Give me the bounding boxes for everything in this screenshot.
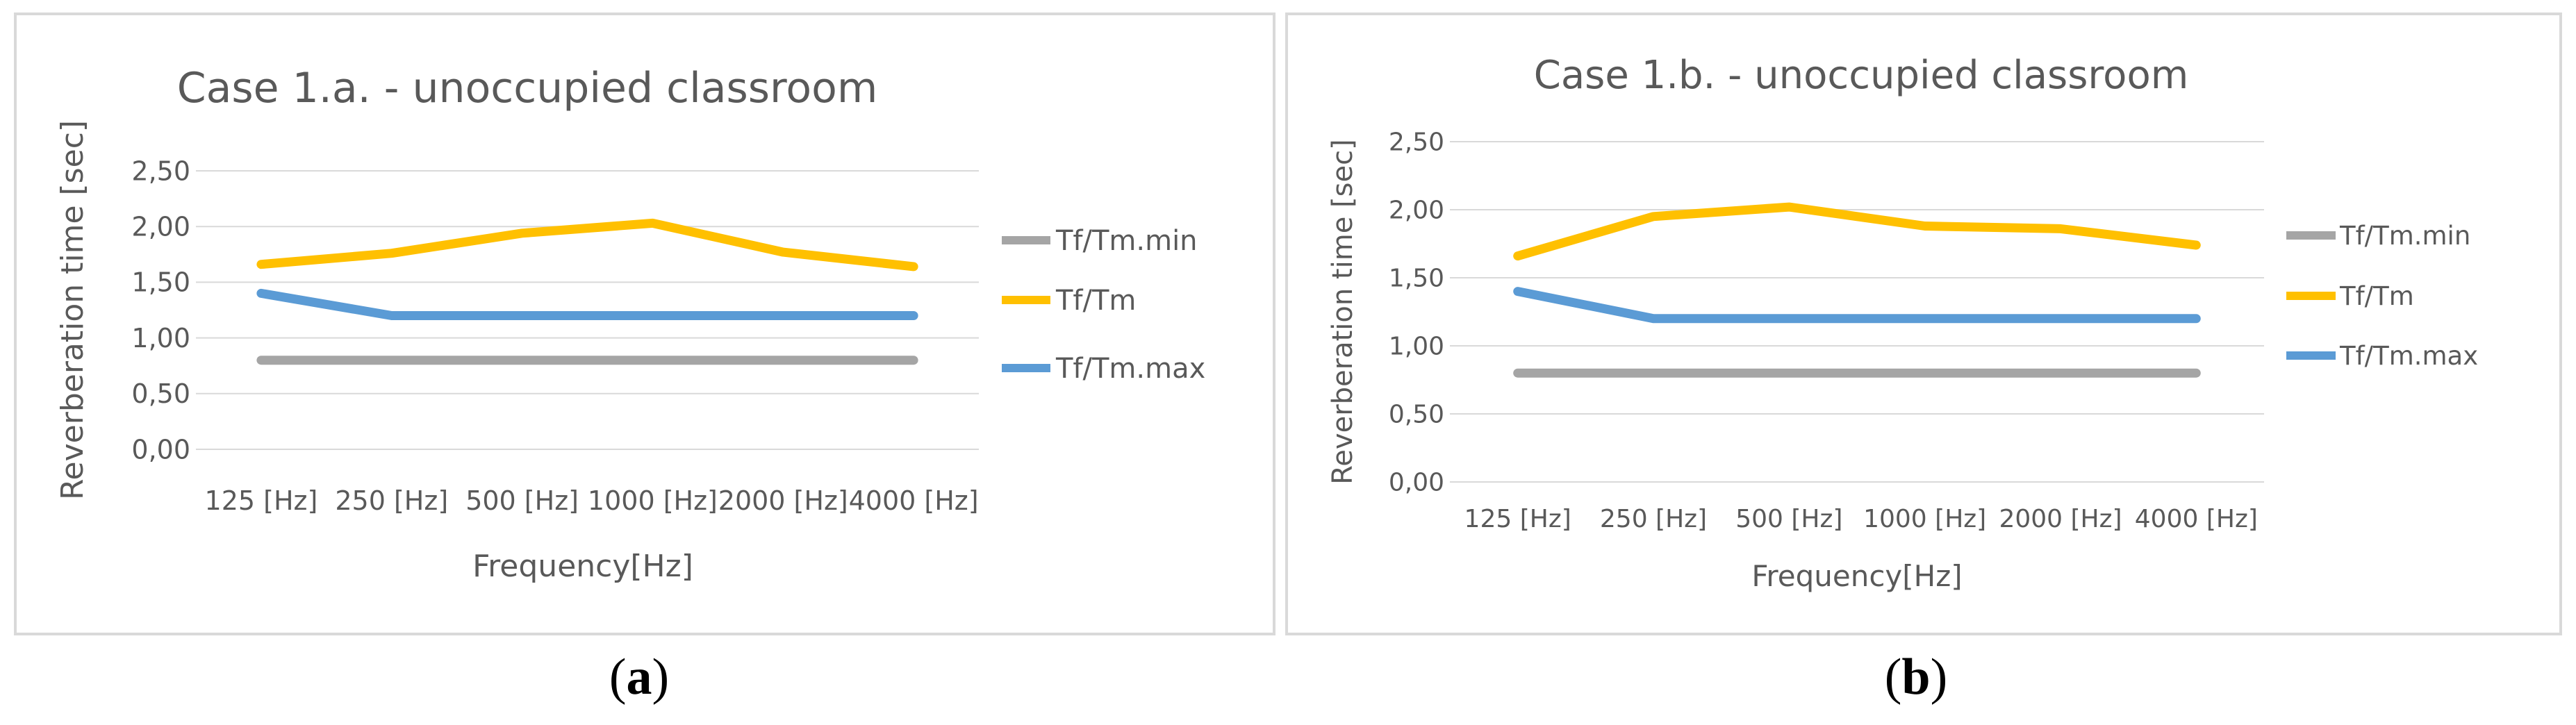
chart-a-x-tick-label: 2000 [Hz] [718,485,848,516]
chart-b-title: Case 1.b. - unoccupied classroom [1534,53,2189,98]
chart-b-y-tick-label: 0,00 [1389,469,1444,497]
chart-b-y-axis-label: Reverberation time [sec] [1327,139,1359,484]
chart-a-x-axis-label: Frequency[Hz] [472,549,693,584]
chart-b-legend-label: Tf/Tm.max [2339,341,2478,371]
chart-a-x-tick-label: 4000 [Hz] [849,485,979,516]
chart-a-y-tick-label: 1,00 [131,323,190,353]
chart-b-x-tick-label: 2000 [Hz] [1999,505,2122,533]
chart-b-series-line-tf-tm [1513,202,2201,261]
chart-b-y-tick-label: 0,50 [1389,401,1444,429]
chart-a-y-tick-label: 1,50 [131,267,190,298]
chart-panel-b: Case 1.b. - unoccupied classroom 0,00 0,50… [1285,12,2562,635]
chart-a-y-axis-label: Reverberation time [sec] [55,120,90,500]
chart-b-x-tick-label: 4000 [Hz] [2135,505,2258,533]
chart-b-svg: Case 1.b. - unoccupied classroom 0,00 0,50… [1327,53,2478,593]
chart-a-legend-label: Tf/Tm [1055,285,1136,317]
caption-b: (b) [1884,649,1948,706]
chart-a-series-line-tf-tm-max [256,288,918,320]
chart-a-x-tick-label: 1000 [Hz] [588,485,718,516]
chart-a-y-tick-label: 0,50 [131,378,190,409]
chart-a-title: Case 1.a. - unoccupied classroom [177,64,878,112]
caption-a: (a) [609,649,670,706]
chart-b-y-tick-label: 2,00 [1389,197,1444,225]
chart-a-legend-label: Tf/Tm.min [1055,225,1198,257]
chart-b-y-tick-label: 2,50 [1389,128,1444,157]
chart-b-x-tick-label: 1000 [Hz] [1863,505,1986,533]
chart-a-series-line-tf-tm [256,218,918,272]
chart-a-svg: Case 1.a. - unoccupied classroom 0,00 0,50… [55,64,1205,584]
chart-b-y-tick-label: 1,00 [1389,333,1444,361]
chart-b-legend-label: Tf/Tm [2339,281,2414,311]
chart-a-x-tick-label: 250 [Hz] [335,485,448,516]
chart-a-y-tick-label: 2,50 [131,156,190,186]
chart-b-y-tick-label: 1,50 [1389,265,1444,293]
chart-b-x-tick-label: 500 [Hz] [1735,505,1842,533]
chart-b-legend-label: Tf/Tm.min [2339,221,2470,251]
chart-panel-a: Case 1.a. - unoccupied classroom 0,00 0,50… [14,12,1275,635]
chart-a-x-tick-label: 500 [Hz] [465,485,579,516]
chart-a-y-tick-label: 0,00 [131,434,190,465]
chart-b-series-line-tf-tm-max [1513,287,2201,324]
chart-b-x-axis-label: Frequency[Hz] [1751,559,1962,593]
chart-a-legend-label: Tf/Tm.max [1055,353,1205,385]
chart-a-y-tick-label: 2,00 [131,212,190,242]
chart-a-x-tick-label: 125 [Hz] [205,485,318,516]
chart-b-x-tick-label: 250 [Hz] [1600,505,1707,533]
chart-b-x-tick-label: 125 [Hz] [1464,505,1571,533]
